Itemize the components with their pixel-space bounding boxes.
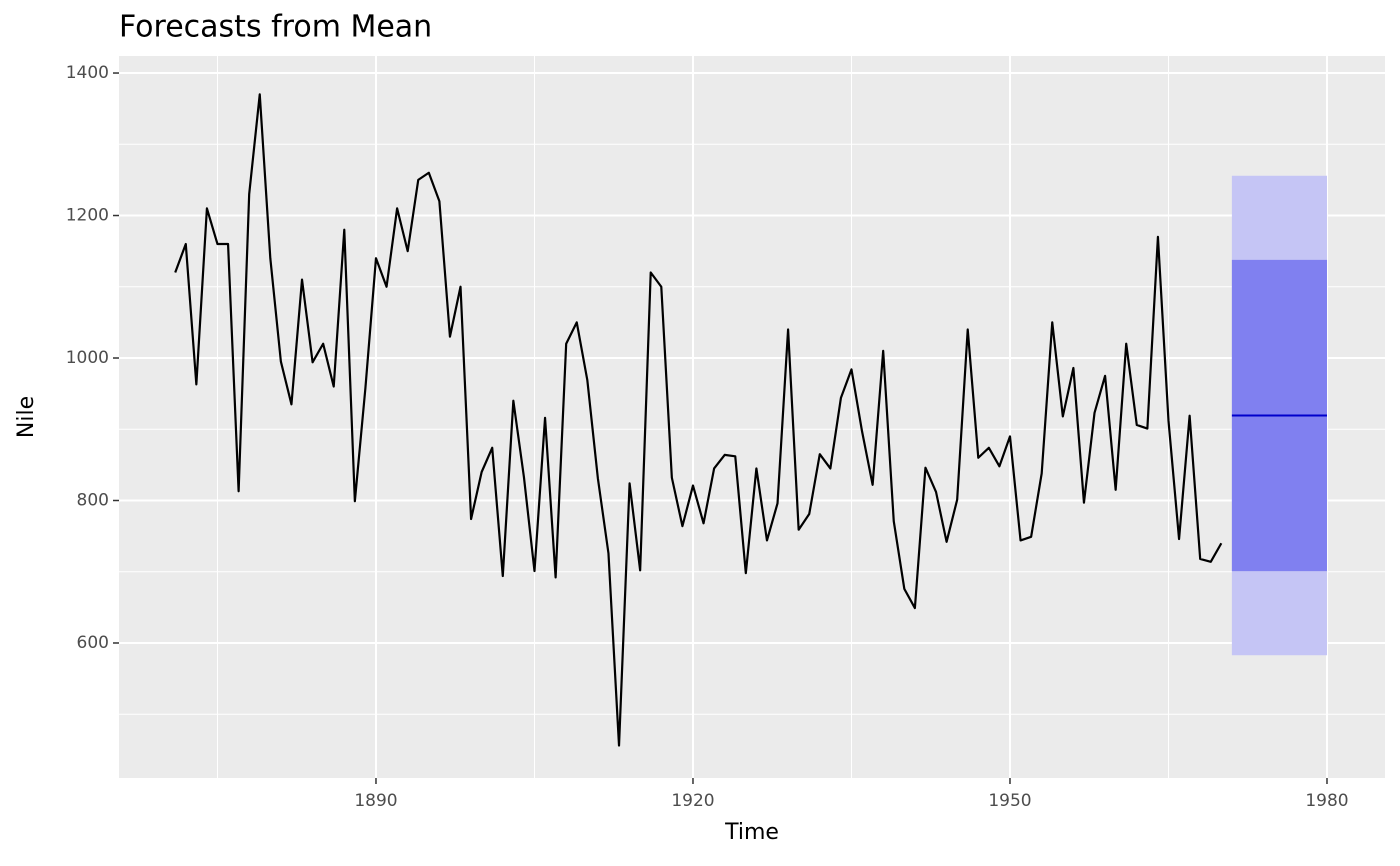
x-tick-label: 1890 — [354, 791, 397, 811]
plot-panel — [119, 56, 1385, 778]
y-tick-label: 1400 — [66, 63, 109, 83]
x-tick-label: 1950 — [988, 791, 1031, 811]
y-tick-label: 800 — [77, 490, 109, 510]
x-tick-label: 1920 — [671, 791, 714, 811]
x-tick-label: 1980 — [1305, 791, 1348, 811]
y-tick-label: 1200 — [66, 206, 109, 226]
y-tick-label: 1000 — [66, 348, 109, 368]
x-axis-label: Time — [724, 820, 779, 845]
y-axis-label: Nile — [14, 396, 39, 438]
series-line — [174, 93, 1223, 747]
chart-title: Forecasts from Mean — [119, 10, 432, 45]
y-tick-label: 600 — [77, 633, 109, 653]
